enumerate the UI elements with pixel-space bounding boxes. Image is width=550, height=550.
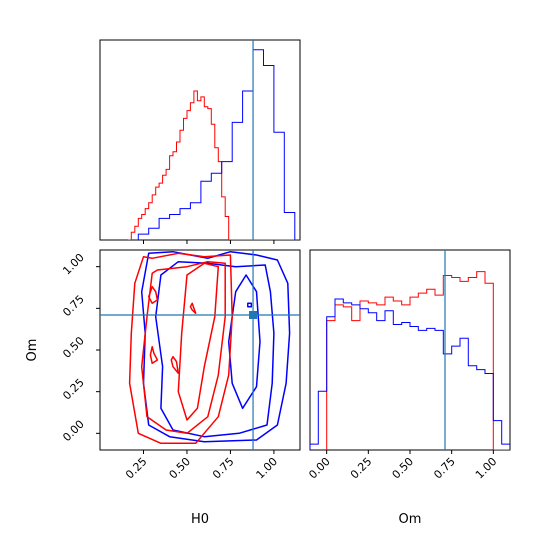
contour-red-2 bbox=[177, 262, 220, 421]
y-axis-label-om: Om bbox=[25, 339, 40, 362]
om-xtick-label: 0.75 bbox=[431, 455, 458, 482]
x-axis-label-h0: H0 bbox=[191, 512, 209, 527]
joint-ytick-label: 0.75 bbox=[60, 293, 87, 320]
h0-marginal-panel bbox=[99, 39, 301, 241]
contour-blue-0 bbox=[140, 250, 291, 443]
om-marginal-panel bbox=[309, 249, 511, 451]
joint-truth-marker bbox=[249, 311, 258, 319]
h0-hist-blue bbox=[137, 49, 300, 240]
contour-red-5 bbox=[170, 355, 180, 375]
joint-ytick-label: 0.00 bbox=[60, 418, 87, 445]
contour-blue-3 bbox=[247, 302, 253, 308]
contour-blue-1 bbox=[154, 260, 275, 438]
joint-xtick-label: 0.25 bbox=[123, 455, 150, 482]
x-axis-label-om: Om bbox=[399, 512, 422, 527]
om-xtick-label: 0.00 bbox=[306, 455, 333, 482]
contour-red-1 bbox=[140, 260, 226, 435]
joint-ytick-label: 1.00 bbox=[60, 251, 87, 278]
h0-marginal-frame bbox=[99, 39, 301, 241]
h0-hist-red bbox=[127, 90, 300, 240]
h0-series-group bbox=[127, 49, 300, 240]
contour-red-4 bbox=[149, 345, 159, 365]
om-marginal-frame bbox=[309, 249, 511, 451]
om-hist-blue bbox=[310, 298, 510, 450]
om-hist-red bbox=[326, 271, 510, 450]
joint-xtick-label: 0.50 bbox=[167, 455, 194, 482]
joint-contour-group bbox=[128, 250, 291, 445]
om-xtick-label: 1.00 bbox=[473, 455, 500, 482]
joint-xtick-label: 1.00 bbox=[254, 455, 281, 482]
om-series-group bbox=[310, 271, 510, 450]
contour-red-0 bbox=[128, 252, 233, 445]
joint-ytick-label: 0.50 bbox=[60, 334, 87, 361]
contour-red-3 bbox=[147, 285, 159, 305]
om-xtick-label: 0.50 bbox=[390, 455, 417, 482]
joint-xtick-label: 0.75 bbox=[210, 455, 237, 482]
contour-blue-2 bbox=[227, 274, 261, 410]
om-xtick-label: 0.25 bbox=[348, 455, 375, 482]
contour-red-6 bbox=[189, 302, 197, 315]
joint-ytick-label: 0.25 bbox=[60, 376, 87, 403]
